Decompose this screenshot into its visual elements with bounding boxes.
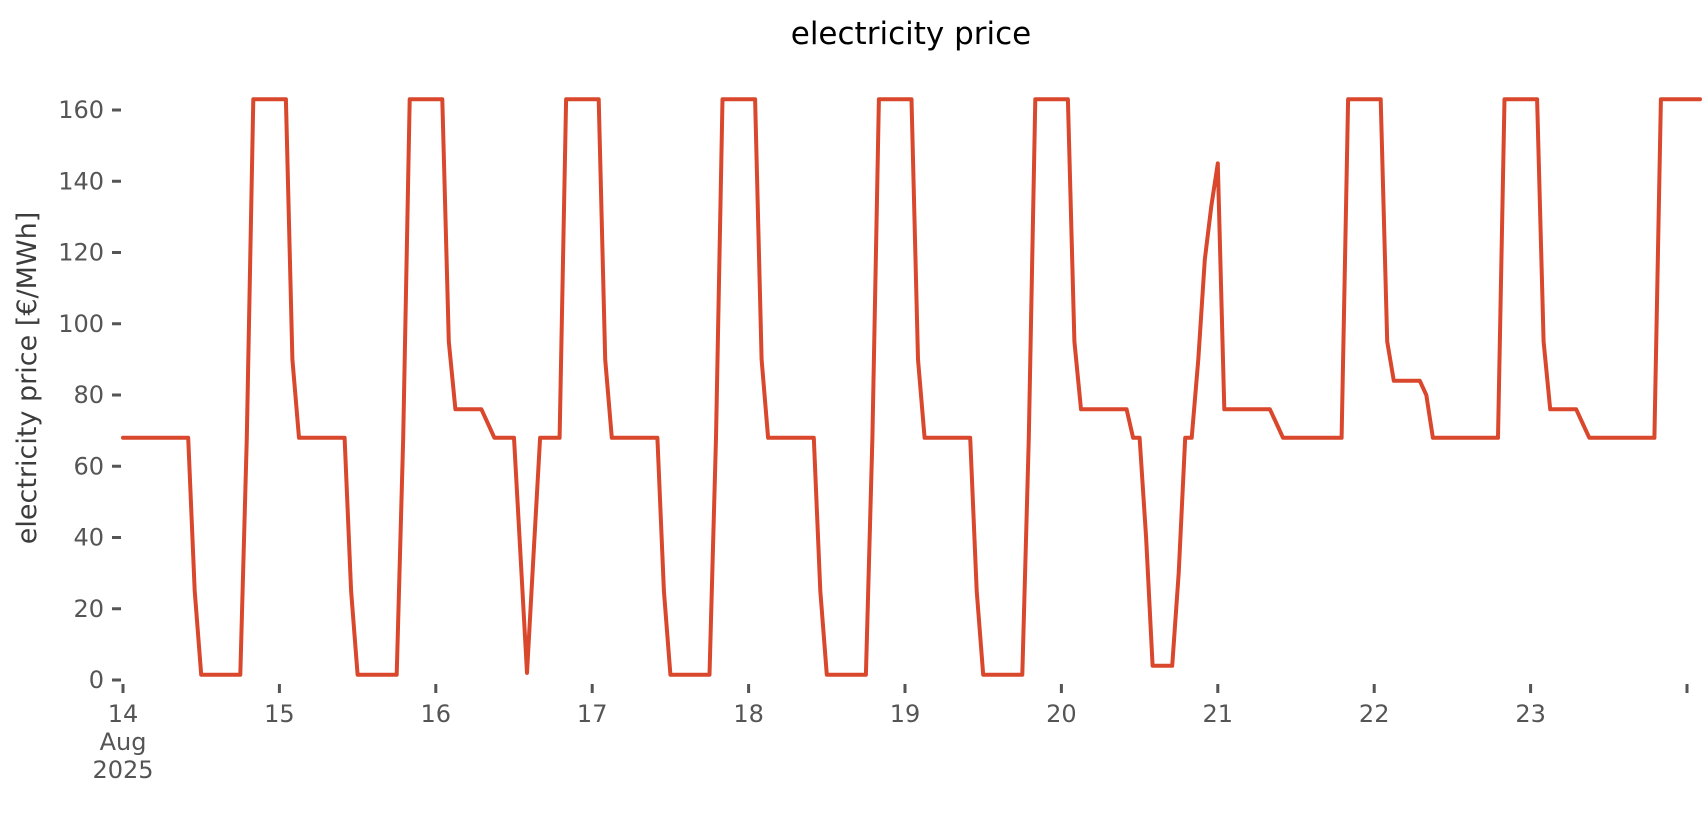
price-line-series	[121, 97, 1702, 677]
x-tick-label: 19	[890, 700, 921, 728]
x-tick-label: 23	[1515, 700, 1546, 728]
y-tick-label: 60	[73, 452, 104, 480]
x-tick-label: 15	[264, 700, 295, 728]
x-tick-label: 14	[108, 700, 139, 728]
x-tick-label: 17	[577, 700, 608, 728]
y-tick-label: 0	[89, 666, 104, 694]
y-tick-label: 20	[73, 595, 104, 623]
x-tick-label: 18	[733, 700, 764, 728]
y-axis-label: electricity price [€/MWh]	[12, 212, 43, 544]
y-tick-label: 140	[58, 167, 104, 195]
y-tick-label: 160	[58, 96, 104, 124]
x-tick-year-label: 2025	[92, 756, 153, 784]
chart-title: electricity price	[791, 16, 1031, 52]
y-tick-label: 40	[73, 524, 104, 552]
x-tick-label: 22	[1359, 700, 1390, 728]
y-tick-label: 100	[58, 310, 104, 338]
x-tick-label: 16	[421, 700, 452, 728]
x-tick-label: 21	[1203, 700, 1234, 728]
x-tick-label: 20	[1046, 700, 1077, 728]
x-tick-month-label: Aug	[100, 728, 147, 756]
y-tick-label: 80	[73, 381, 104, 409]
y-axis-ticks: 0 20 40 60 80 100 120 140 160	[58, 96, 121, 694]
y-tick-label: 120	[58, 239, 104, 267]
